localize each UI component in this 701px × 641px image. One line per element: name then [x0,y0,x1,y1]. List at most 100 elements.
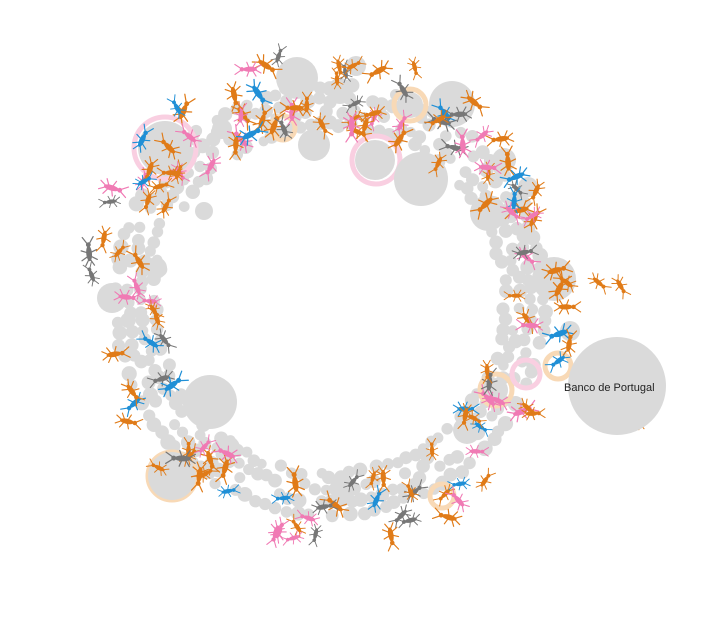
ring-node[interactable] [185,184,200,199]
ring-node[interactable] [382,458,394,470]
ring-node[interactable] [112,339,126,353]
ring-node[interactable] [526,303,539,316]
ring-node[interactable] [209,478,221,490]
cluster-node[interactable] [327,78,353,104]
ring-node[interactable] [134,306,148,319]
ring-node[interactable] [234,472,246,484]
ring-node[interactable] [247,454,261,468]
ring-node[interactable] [507,325,519,336]
ring-node[interactable] [290,506,306,521]
ring-node[interactable] [455,465,469,479]
ring-node[interactable] [377,110,391,124]
ring-node[interactable] [441,423,454,435]
cluster-node[interactable] [212,119,232,139]
ring-node[interactable] [141,375,156,390]
ring-node[interactable] [194,138,210,154]
ring-node[interactable] [243,463,255,476]
ring-node[interactable] [336,106,350,120]
ring-node[interactable] [464,393,479,408]
cluster-node[interactable] [355,140,395,180]
ring-node[interactable] [111,316,124,329]
ring-node[interactable] [425,435,438,448]
ring-node[interactable] [218,107,233,122]
ring-node[interactable] [249,107,262,120]
ring-node[interactable] [418,487,430,500]
ring-node[interactable] [269,89,282,102]
ring-node[interactable] [313,91,326,105]
ring-node[interactable] [466,173,480,187]
ring-node[interactable] [524,229,541,246]
ring-node[interactable] [498,223,513,238]
ring-node[interactable] [155,187,169,201]
ring-node[interactable] [132,233,145,247]
ring-node[interactable] [241,99,253,112]
ring-node[interactable] [495,254,509,269]
ring-node[interactable] [124,338,139,352]
ring-node[interactable] [233,457,245,469]
ring-node[interactable] [496,302,510,316]
ring-node[interactable] [517,333,531,347]
ring-node[interactable] [399,467,411,480]
ring-node[interactable] [331,119,346,134]
ring-node[interactable] [499,274,512,287]
ring-node[interactable] [299,477,311,490]
ring-node[interactable] [524,365,538,379]
ring-node[interactable] [487,432,502,447]
ring-node[interactable] [135,275,149,288]
ring-node[interactable] [145,345,158,357]
ring-node[interactable] [124,306,138,320]
ring-node[interactable] [125,325,140,339]
ring-node[interactable] [308,483,321,496]
cluster-node[interactable] [276,57,318,99]
ring-node[interactable] [358,507,372,521]
ring-node[interactable] [409,448,423,462]
ring-node[interactable] [477,181,489,193]
ring-node[interactable] [121,366,137,382]
ring-node[interactable] [520,209,534,223]
ring-node[interactable] [137,325,149,337]
ring-node[interactable] [134,221,146,233]
ring-node[interactable] [241,446,253,458]
ring-node[interactable] [443,453,456,466]
ring-node[interactable] [316,468,328,479]
ring-node[interactable] [194,160,206,173]
ring-node[interactable] [538,314,552,328]
ring-node[interactable] [251,467,265,481]
cluster-node[interactable] [183,375,237,429]
cluster-node[interactable] [394,152,448,206]
ring-node[interactable] [352,462,368,477]
ring-node[interactable] [498,312,513,326]
cluster-node[interactable] [195,202,213,220]
ring-node[interactable] [513,302,525,314]
cluster-node[interactable] [148,452,196,500]
ring-node[interactable] [259,497,272,511]
ring-node[interactable] [434,460,446,472]
ring-node[interactable] [295,468,308,481]
ring-node[interactable] [123,222,135,234]
ring-node[interactable] [440,130,452,142]
cluster-node[interactable] [532,257,576,301]
ring-node[interactable] [153,217,166,230]
cluster-node[interactable] [560,321,580,341]
ring-node[interactable] [280,94,293,107]
ring-node[interactable] [392,457,404,469]
ring-node[interactable] [412,130,427,144]
ring-node[interactable] [495,332,509,346]
ring-node[interactable] [524,293,536,305]
ring-node[interactable] [343,506,358,522]
ring-node[interactable] [176,426,189,438]
ring-node[interactable] [520,347,532,359]
ring-node[interactable] [360,478,372,490]
ring-node[interactable] [489,235,503,250]
ring-node[interactable] [325,509,339,523]
ring-node[interactable] [249,495,262,508]
ring-node[interactable] [503,341,516,354]
ring-node[interactable] [147,236,161,249]
ring-node[interactable] [445,153,456,164]
ring-node[interactable] [320,484,332,496]
ring-node[interactable] [463,456,476,470]
ring-node[interactable] [169,419,181,431]
ring-node[interactable] [148,364,162,378]
ring-node[interactable] [178,201,190,213]
ring-node[interactable] [162,358,176,372]
